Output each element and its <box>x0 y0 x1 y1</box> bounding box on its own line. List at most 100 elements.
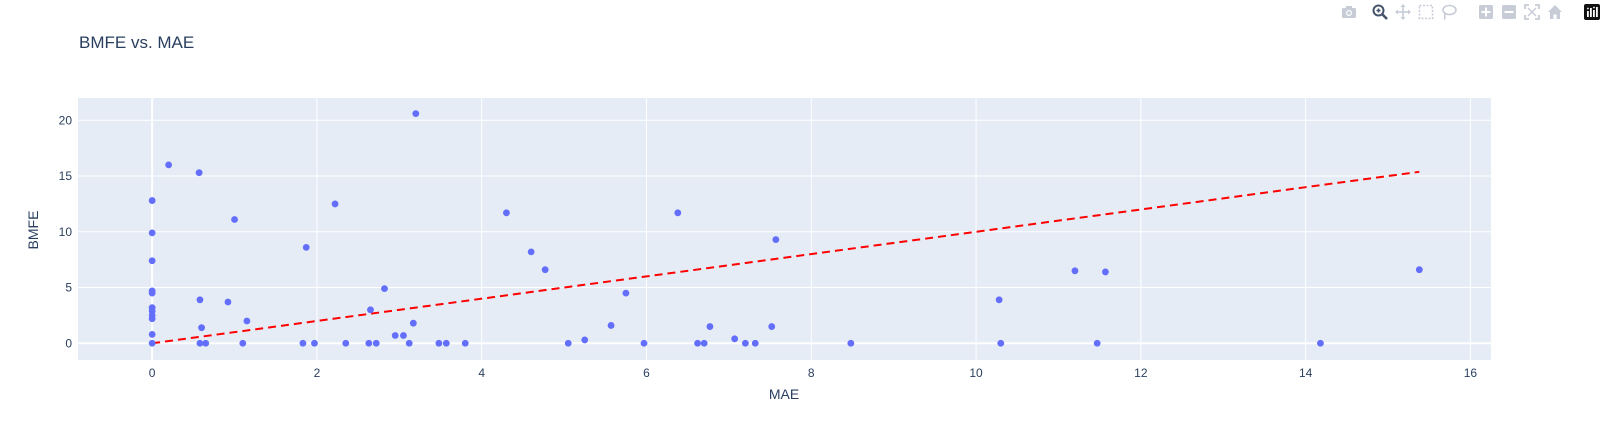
modebar <box>1340 2 1600 22</box>
scatter-point[interactable] <box>435 339 443 347</box>
scatter-point[interactable] <box>202 339 210 347</box>
y-axis-label: BMFE <box>25 210 41 250</box>
zoom-out-icon <box>1501 5 1516 19</box>
scatter-point[interactable] <box>674 209 682 217</box>
scatter-point[interactable] <box>1093 339 1101 347</box>
scatter-point[interactable] <box>196 339 204 347</box>
scatter-point[interactable] <box>995 296 1003 304</box>
zoom-button[interactable] <box>1371 4 1388 21</box>
x-tick-label: 10 <box>969 366 983 380</box>
scatter-point[interactable] <box>148 229 156 237</box>
y-tick-label: 5 <box>65 281 72 295</box>
scatter-point[interactable] <box>694 339 701 347</box>
y-tick-label: 15 <box>59 169 73 183</box>
zoom-in-button[interactable] <box>1477 4 1494 21</box>
scatter-point[interactable] <box>461 339 469 347</box>
scatter-point[interactable] <box>1317 339 1324 347</box>
reset-axes-icon <box>1547 5 1562 19</box>
y-tick-label: 0 <box>65 336 72 350</box>
scatter-point[interactable] <box>342 339 350 347</box>
scatter-point[interactable] <box>367 306 374 314</box>
pan-icon <box>1394 4 1411 20</box>
x-tick-label: 14 <box>1299 366 1313 380</box>
scatter-point[interactable] <box>372 339 380 347</box>
autoscale-icon <box>1523 4 1540 20</box>
scatter-point[interactable] <box>224 298 232 306</box>
scatter-point[interactable] <box>772 236 780 243</box>
scatter-point[interactable] <box>706 323 714 330</box>
scatter-point[interactable] <box>243 317 251 325</box>
scatter-point[interactable] <box>409 319 417 327</box>
scatter-point[interactable] <box>391 332 399 339</box>
scatter-point[interactable] <box>148 287 156 295</box>
scatter-point[interactable] <box>239 339 247 347</box>
trendline[interactable] <box>152 170 1420 345</box>
scatter-point[interactable] <box>442 339 450 347</box>
reset-axes-button[interactable] <box>1546 4 1563 21</box>
x-tick-label: 12 <box>1134 366 1148 380</box>
scatter-point[interactable] <box>405 339 413 347</box>
zoom-out-button[interactable] <box>1500 4 1517 21</box>
scatter-point[interactable] <box>503 209 510 217</box>
x-tick-label: 0 <box>149 366 156 380</box>
scatter-point[interactable] <box>412 110 420 118</box>
scatter-point[interactable] <box>148 304 156 311</box>
box-select-icon <box>1418 4 1433 20</box>
lasso-select-button[interactable] <box>1440 4 1457 21</box>
scatter-point[interactable] <box>148 257 156 265</box>
camera-button[interactable] <box>1340 4 1357 21</box>
box-select-button[interactable] <box>1417 4 1434 21</box>
y-tick-label: 20 <box>59 113 73 127</box>
scatter-point[interactable] <box>198 324 205 332</box>
scatter-point[interactable] <box>196 296 204 304</box>
scatter-point[interactable] <box>331 200 339 208</box>
tick-labels: 0 2 4 6 8 10 12 14 16 0 5 10 15 20 <box>59 113 1478 380</box>
scatter-point[interactable] <box>847 339 855 347</box>
scatter-point[interactable] <box>731 335 739 343</box>
scatter-point[interactable] <box>231 216 238 223</box>
x-tick-label: 6 <box>643 366 650 380</box>
scatter-point[interactable] <box>1415 266 1423 274</box>
scatter-point[interactable] <box>640 339 648 347</box>
zoom-in-icon <box>1478 5 1493 19</box>
autoscale-button[interactable] <box>1523 4 1540 21</box>
scatter-point[interactable] <box>148 330 156 338</box>
scatter-point[interactable] <box>564 339 572 347</box>
scatter-point[interactable] <box>1071 267 1079 275</box>
scatter-point[interactable] <box>148 197 156 204</box>
scatter-point[interactable] <box>751 339 759 347</box>
scatter-point[interactable] <box>700 339 708 347</box>
scatter-point[interactable] <box>622 289 630 297</box>
scatter-point[interactable] <box>997 339 1005 347</box>
scatter-point[interactable] <box>581 336 589 344</box>
x-axis-label-text: MAE <box>768 386 800 402</box>
scatter-point[interactable] <box>365 339 373 347</box>
plot-area-background[interactable] <box>78 98 1491 360</box>
camera-icon <box>1341 6 1356 18</box>
scatter-point[interactable] <box>381 285 388 293</box>
lasso-select-icon <box>1441 4 1457 20</box>
scatter-point[interactable] <box>400 332 407 339</box>
scatter-point[interactable] <box>1102 268 1109 276</box>
scatter-point[interactable] <box>741 339 749 347</box>
x-tick-label: 8 <box>808 366 815 380</box>
scatter-point[interactable] <box>148 339 156 347</box>
scatter-point[interactable] <box>165 161 173 169</box>
scatter-point[interactable] <box>768 323 776 330</box>
scatter-points[interactable] <box>148 110 1423 347</box>
trendline-layer <box>152 170 1420 345</box>
zoom-icon <box>1372 4 1388 20</box>
plotly-logo-button[interactable] <box>1583 4 1600 21</box>
scatter-point[interactable] <box>195 169 203 177</box>
scatter-point[interactable] <box>527 248 535 256</box>
scatter-point[interactable] <box>311 339 318 347</box>
scatter-point[interactable] <box>299 339 307 347</box>
scatter-point[interactable] <box>607 322 615 329</box>
pan-button[interactable] <box>1394 4 1411 21</box>
scatter-point[interactable] <box>302 243 310 251</box>
y-tick-label: 10 <box>59 225 73 239</box>
x-tick-label: 2 <box>314 366 321 380</box>
scatter-point[interactable] <box>541 266 549 274</box>
